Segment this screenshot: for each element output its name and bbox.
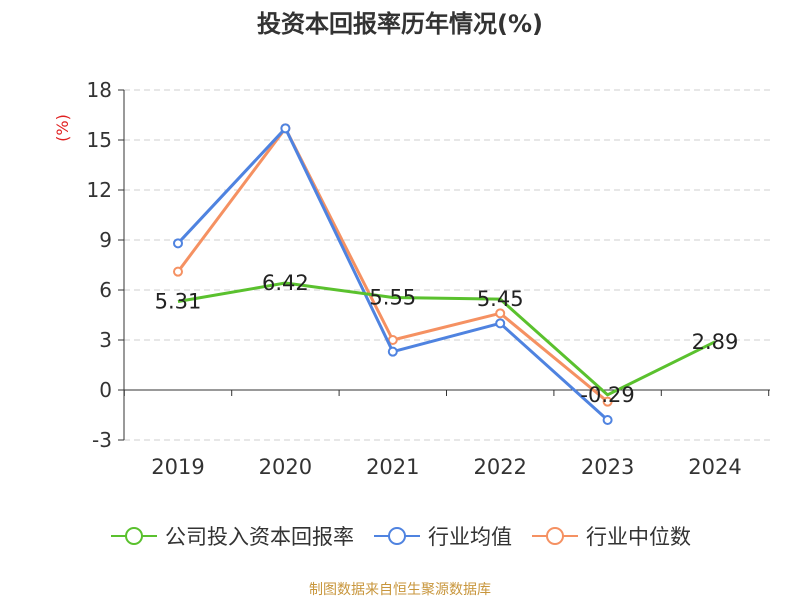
source-note: 制图数据来自恒生聚源数据库	[309, 582, 491, 598]
legend-label: 行业中位数	[586, 525, 691, 549]
data-label: 2.89	[692, 330, 739, 354]
data-point	[280, 123, 291, 134]
legend-swatch-marker	[125, 527, 143, 545]
data-point	[495, 308, 506, 319]
data-point	[173, 238, 183, 249]
y-tick-label: 6	[99, 278, 112, 302]
y-tick-label: 3	[99, 328, 112, 352]
data-point	[602, 396, 613, 407]
data-label: 5.55	[369, 286, 416, 310]
series-line	[176, 126, 609, 422]
data-point	[387, 346, 398, 357]
y-axis-label: (%)	[53, 114, 72, 142]
legend-swatch-icon	[374, 527, 420, 545]
x-tick-label: 2019	[151, 455, 204, 479]
x-tick-label: 2022	[473, 455, 526, 479]
data-labels: 5.31 6.42 5.55 5.45 -0.29 2.89	[155, 271, 739, 407]
legend-swatch-icon	[111, 527, 157, 545]
y-tick-label: 18	[87, 78, 112, 102]
y-tick-label: 0	[99, 378, 112, 402]
x-tick-label: 2021	[366, 455, 419, 479]
legend-swatch-marker	[388, 527, 406, 545]
data-label: 6.42	[262, 271, 309, 295]
y-tick-label: 9	[99, 228, 112, 252]
legend-swatch-marker	[546, 527, 564, 545]
series-lines	[173, 123, 716, 425]
legend-label: 行业均值	[428, 525, 512, 549]
data-point	[495, 318, 506, 329]
y-tick-label: -3	[92, 428, 112, 452]
legend: 公司投入资本回报率 行业均值 行业中位数	[0, 516, 800, 556]
legend-item[interactable]: 行业中位数	[530, 521, 691, 551]
x-tick-label: 2024	[688, 455, 741, 479]
y-tick-label: 15	[87, 128, 112, 152]
x-tick-label: 2020	[259, 455, 312, 479]
y-tick-label: 12	[87, 178, 112, 202]
data-point	[602, 415, 613, 425]
legend-item[interactable]: 公司投入资本回报率	[109, 521, 354, 551]
chart-title: 投资本回报率历年情况(%)	[257, 10, 543, 38]
series-line	[177, 281, 716, 397]
legend-label: 公司投入资本回报率	[165, 525, 354, 549]
data-label: 5.45	[477, 287, 524, 311]
data-point	[173, 266, 183, 277]
legend-item[interactable]: 行业均值	[372, 521, 512, 551]
gridlines	[124, 89, 770, 441]
axes: -3 0 3 6 9 12 15 18 2019 2020 2021 2022 2023 2024 (%)	[53, 78, 770, 479]
data-label: 5.31	[155, 290, 202, 314]
data-label: -0.29	[580, 383, 634, 407]
x-tick-label: 2023	[581, 455, 634, 479]
legend-swatch-icon	[532, 527, 578, 545]
